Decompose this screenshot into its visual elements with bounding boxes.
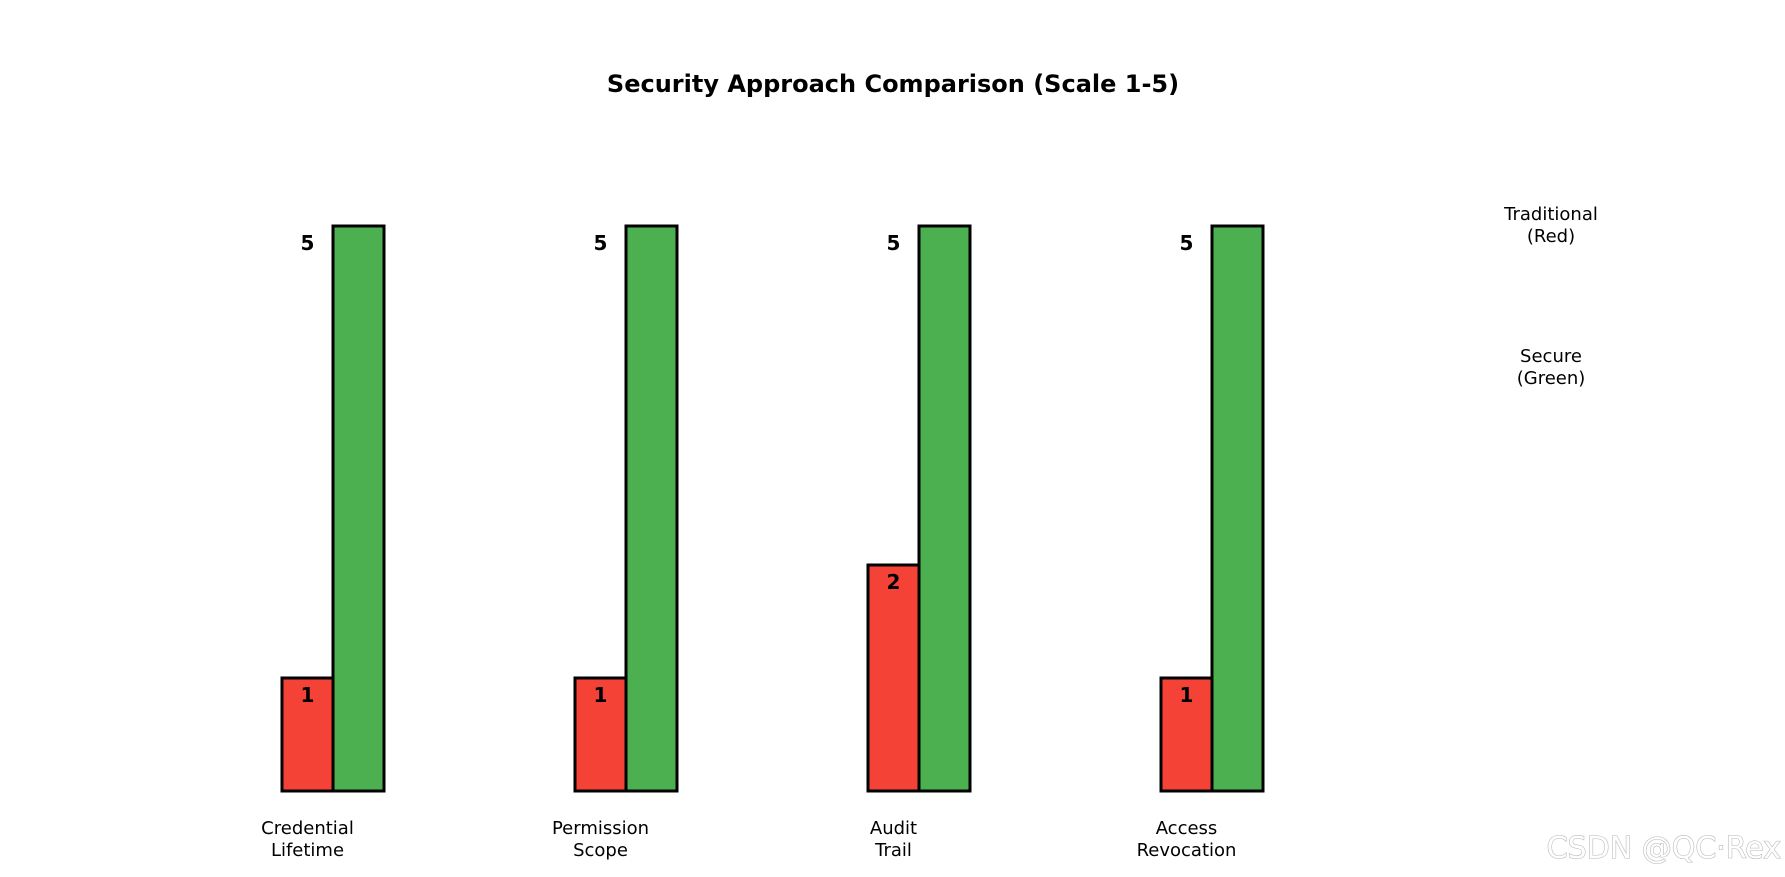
- bar-traditional-audit-trail: [866, 563, 921, 793]
- value-label-traditional-permission-scope: 1: [594, 683, 608, 707]
- value-label-secure-access-revocation: 5: [1180, 231, 1194, 255]
- bar-traditional-credential-lifetime: [280, 676, 335, 793]
- legend-item-secure: Secure (Green): [1517, 346, 1586, 389]
- category-label-audit-trail: Audit Trail: [870, 818, 917, 861]
- value-label-secure-credential-lifetime: 5: [301, 231, 315, 255]
- bar-secure-permission-scope: [624, 224, 679, 793]
- category-label-permission-scope: Permission Scope: [552, 818, 649, 861]
- value-label-traditional-audit-trail: 2: [887, 570, 901, 594]
- bar-secure-access-revocation: [1210, 224, 1265, 793]
- value-labels-group: 1 5 1 5 2 5 1 5: [301, 231, 1194, 707]
- bar-traditional-access-revocation: [1159, 676, 1214, 793]
- legend: Traditional (Red) Secure (Green): [1503, 204, 1598, 389]
- bars-group: [280, 224, 1265, 793]
- category-label-access-revocation: Access Revocation: [1137, 818, 1237, 861]
- value-label-traditional-credential-lifetime: 1: [301, 683, 315, 707]
- category-labels-group: Credential Lifetime Permission Scope Audit Tr…: [261, 818, 1236, 861]
- watermark: CSDN @QC·Rex: [1547, 831, 1781, 866]
- legend-item-traditional: Traditional (Red): [1503, 204, 1598, 247]
- bar-secure-audit-trail: [917, 224, 972, 793]
- category-label-credential-lifetime: Credential Lifetime: [261, 818, 354, 861]
- value-label-traditional-access-revocation: 1: [1180, 683, 1194, 707]
- bar-secure-credential-lifetime: [331, 224, 386, 793]
- value-label-secure-audit-trail: 5: [887, 231, 901, 255]
- value-label-secure-permission-scope: 5: [594, 231, 608, 255]
- chart-title: Security Approach Comparison (Scale 1-5): [607, 70, 1179, 98]
- bar-traditional-permission-scope: [573, 676, 628, 793]
